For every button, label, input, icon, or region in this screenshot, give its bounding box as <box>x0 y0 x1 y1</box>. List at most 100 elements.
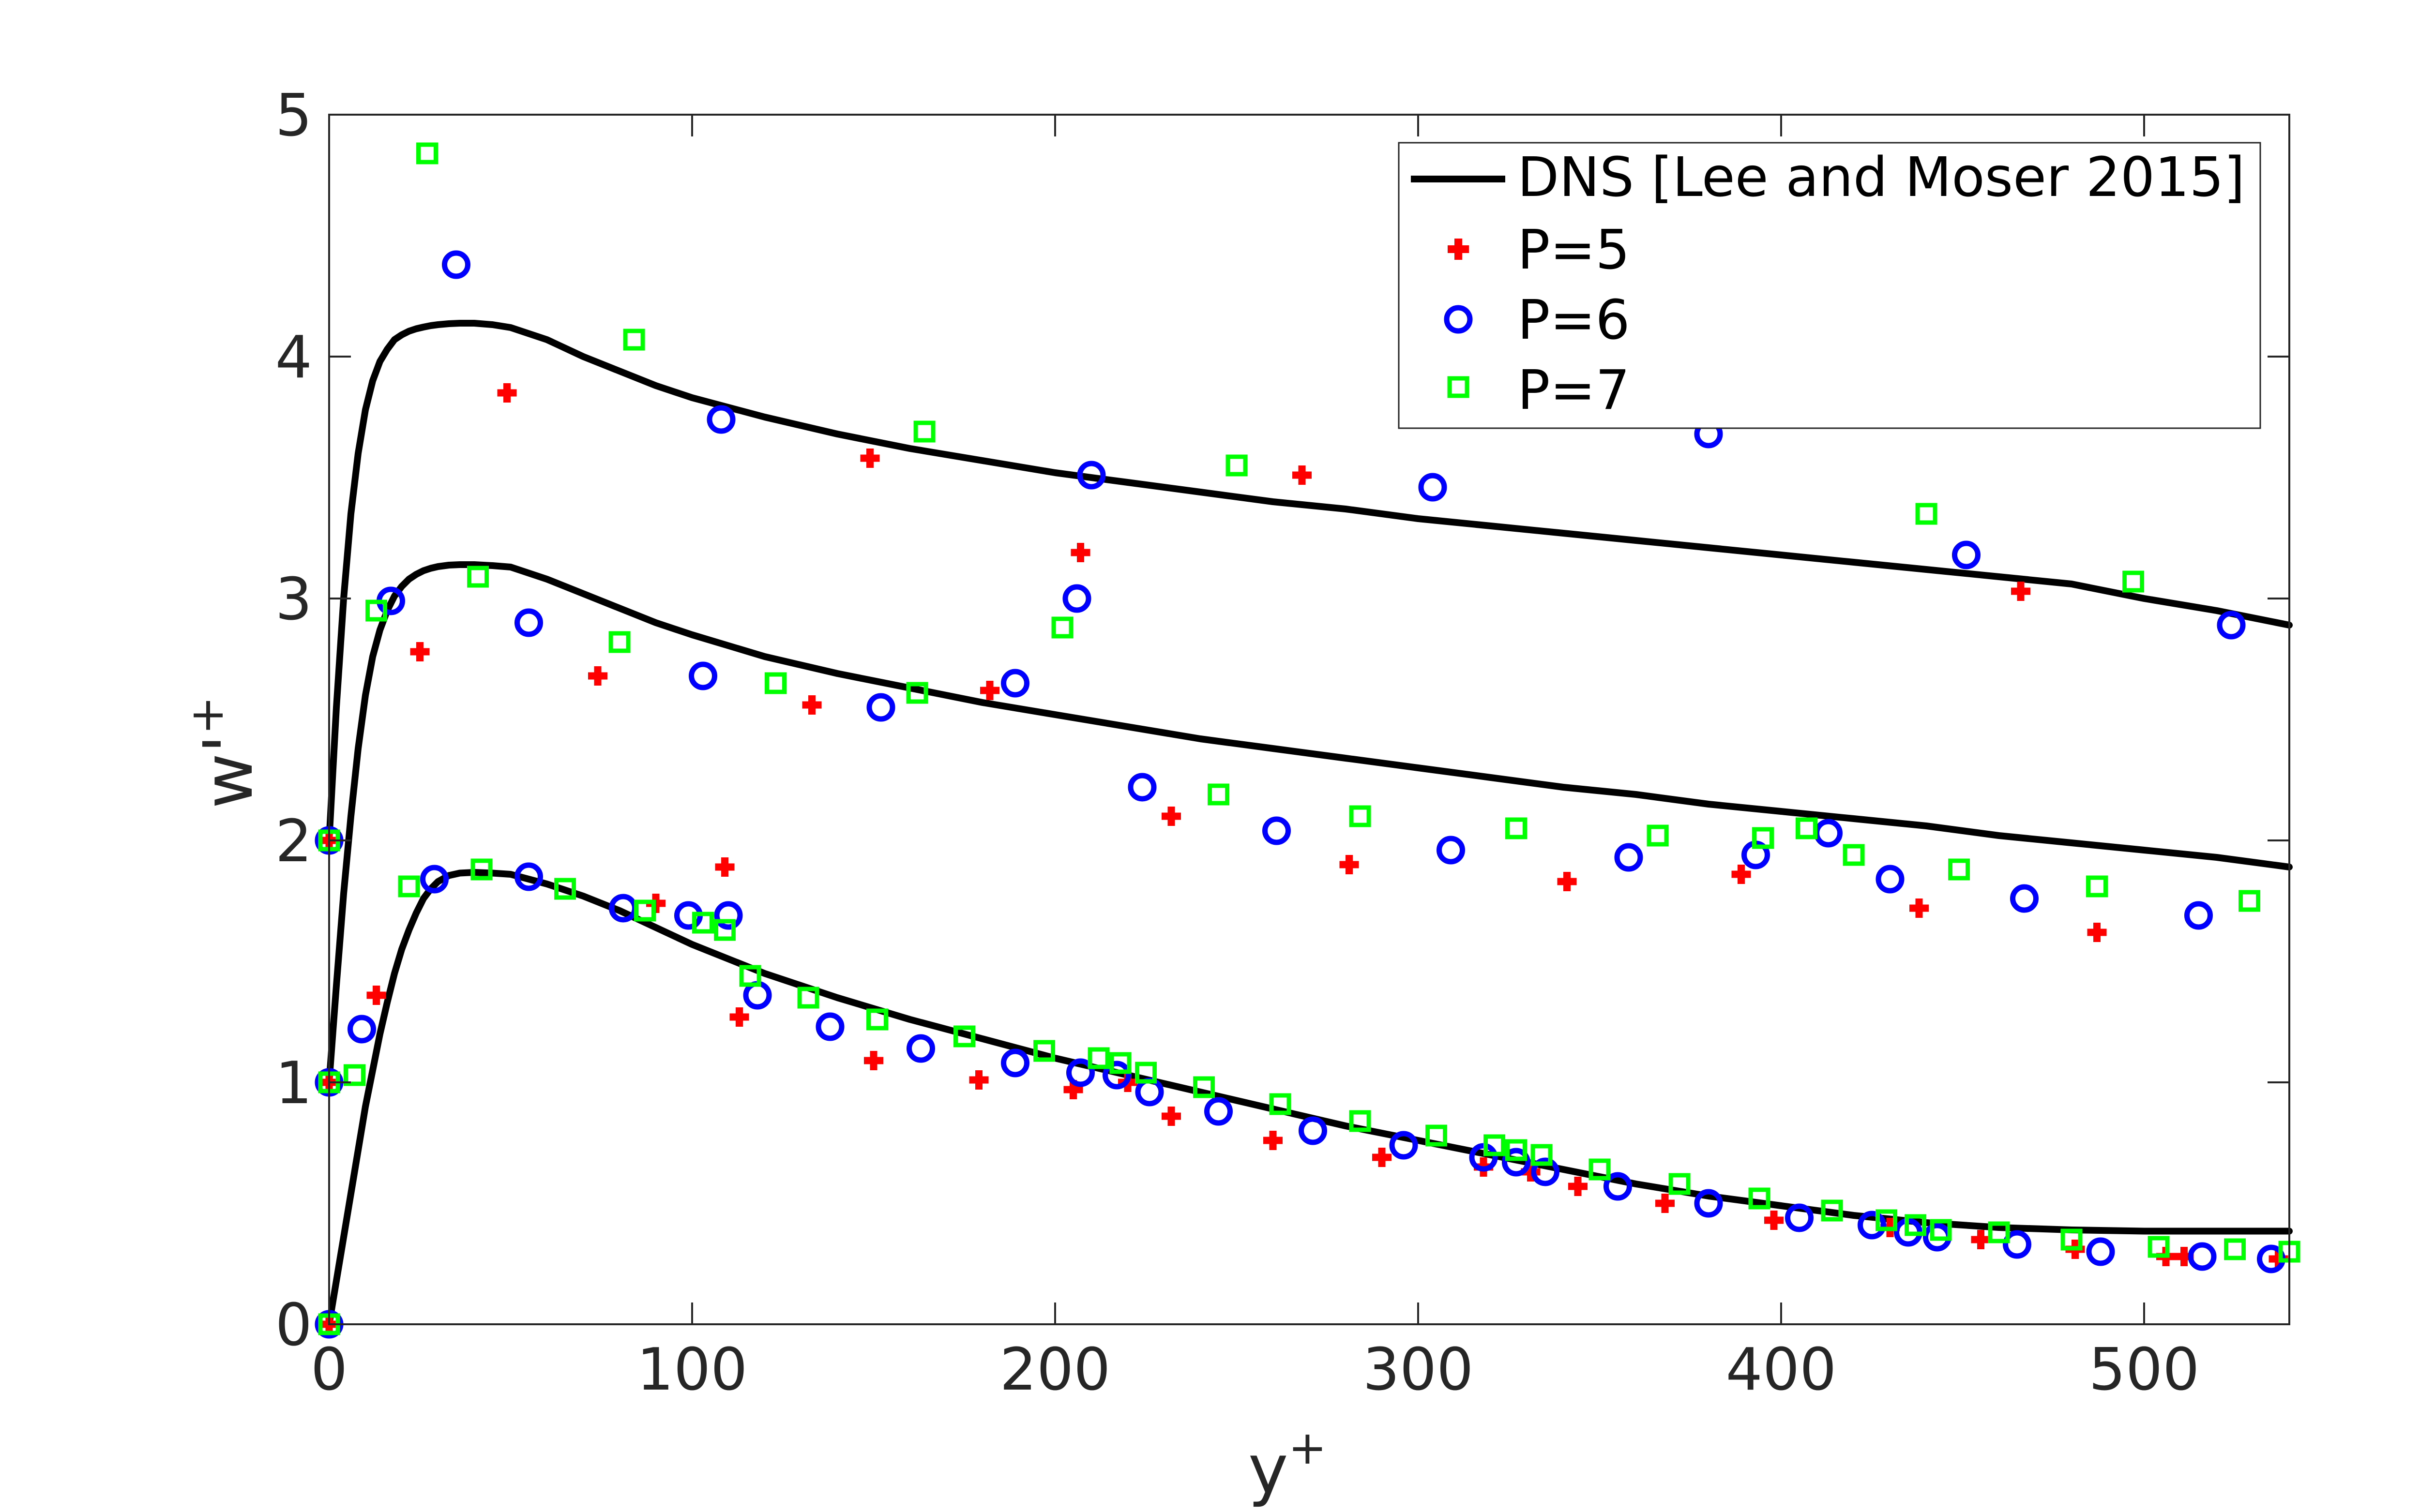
p6-point <box>907 1034 935 1063</box>
x-tick-label: 300 <box>1362 1336 1473 1404</box>
p6-point <box>707 405 736 434</box>
p5-point <box>860 449 880 468</box>
p6-point <box>514 608 543 637</box>
p7-point <box>470 858 493 881</box>
p7-point <box>623 329 645 351</box>
p6-point <box>1204 1097 1233 1126</box>
p7-point <box>1109 1052 1132 1074</box>
p7-point <box>1905 1214 1926 1236</box>
p6-point <box>2010 884 2039 913</box>
p7-point <box>1988 1221 2010 1243</box>
p7-point <box>913 420 936 443</box>
p7-point <box>608 631 631 653</box>
p7-point <box>1088 1047 1110 1069</box>
p6-point <box>1001 669 1029 698</box>
p6-point <box>1389 1131 1418 1160</box>
p5-point <box>729 1007 749 1027</box>
p6-point <box>866 693 895 722</box>
p5-point <box>802 695 822 715</box>
p7-point <box>1505 1139 1527 1161</box>
y-tick-label: 5 <box>275 82 312 150</box>
p7-point <box>765 672 786 694</box>
p7-point <box>1193 1076 1215 1098</box>
p7-point <box>1752 827 1774 849</box>
p5-point <box>1372 1148 1392 1167</box>
p7-point <box>1349 1110 1371 1132</box>
p7-point <box>2224 1238 2246 1260</box>
p5-point <box>1339 855 1359 874</box>
p5-point <box>410 642 430 661</box>
p5-point <box>497 383 517 403</box>
p5-point <box>1909 898 1929 918</box>
p7-point <box>2086 875 2108 898</box>
p5-point <box>715 857 735 877</box>
p7-point <box>1349 805 1371 827</box>
x-axis-label-superscript: + <box>1288 1422 1327 1475</box>
p6-point <box>1066 1058 1095 1087</box>
p7-point <box>953 1025 975 1048</box>
p6-point <box>689 661 717 690</box>
p6-point <box>442 250 470 279</box>
p6-point <box>2188 1242 2217 1271</box>
p7-point <box>1948 858 1970 881</box>
p5-point <box>980 681 999 700</box>
x-tick-label: 400 <box>1725 1336 1836 1404</box>
p7-point <box>467 566 489 588</box>
p6-point <box>1858 1211 1886 1240</box>
p6-point <box>2184 901 2213 930</box>
p6-point <box>1103 1061 1131 1090</box>
p7-point <box>1269 1093 1291 1115</box>
p5-point <box>1568 1177 1588 1196</box>
x-tick-label: 500 <box>2088 1336 2199 1404</box>
legend-p5-marker <box>1448 239 1469 260</box>
p6-point <box>1418 473 1447 502</box>
p6-point <box>348 1015 376 1044</box>
legend-p6-marker <box>1444 305 1473 334</box>
p7-point <box>2060 1228 2083 1251</box>
scatter-markers <box>315 142 2300 1339</box>
y-tick-label: 3 <box>275 566 312 633</box>
p7-point <box>692 912 714 934</box>
p6-point <box>1603 1172 1632 1201</box>
y-tick-label: 2 <box>275 808 312 875</box>
p5-point <box>969 1070 989 1090</box>
p7-point <box>866 1008 888 1031</box>
p5-point <box>1071 543 1090 562</box>
p6-point <box>514 862 543 891</box>
p6-point <box>1502 1148 1530 1177</box>
p5-point <box>588 666 607 686</box>
p7-point <box>1588 1158 1611 1181</box>
p6-point <box>2003 1230 2031 1259</box>
legend-p7-marker <box>1447 376 1469 398</box>
p7-point <box>1505 817 1527 839</box>
p6-point <box>816 1012 845 1041</box>
x-axis-label: y+ <box>1248 1422 1327 1509</box>
legend-p7-label: P=7 <box>1517 359 1630 422</box>
p7-point <box>1821 1199 1843 1222</box>
p7-point <box>2122 570 2144 593</box>
p7-point <box>365 599 387 622</box>
p5-point <box>1162 1107 1181 1126</box>
p6-point <box>1128 773 1157 802</box>
p6-point <box>1299 1116 1327 1145</box>
p6-point <box>1262 816 1291 845</box>
p7-point <box>416 142 438 165</box>
p5-point <box>2087 923 2107 942</box>
p7-point <box>1483 1134 1505 1156</box>
p5-point <box>1764 1211 1784 1230</box>
p7-point <box>1647 824 1669 847</box>
p7-point <box>714 919 736 941</box>
p7-point <box>1135 1062 1157 1084</box>
p5-point <box>1292 465 1312 485</box>
dns-curve <box>326 320 2293 844</box>
p6-point <box>1785 1203 1814 1232</box>
y-axis-label-text: w' <box>189 734 268 808</box>
p5-point <box>1731 865 1751 884</box>
p7-point <box>1843 844 1865 866</box>
p7-point <box>1876 1209 1897 1231</box>
p7-point <box>554 878 576 900</box>
x-axis-label-text: y <box>1248 1430 1288 1509</box>
p7-point <box>1915 503 1937 525</box>
p6-point <box>2217 611 2246 640</box>
axis-ticks: 0 100 200 300 400 500 0 1 2 3 4 5 <box>275 82 2289 1404</box>
